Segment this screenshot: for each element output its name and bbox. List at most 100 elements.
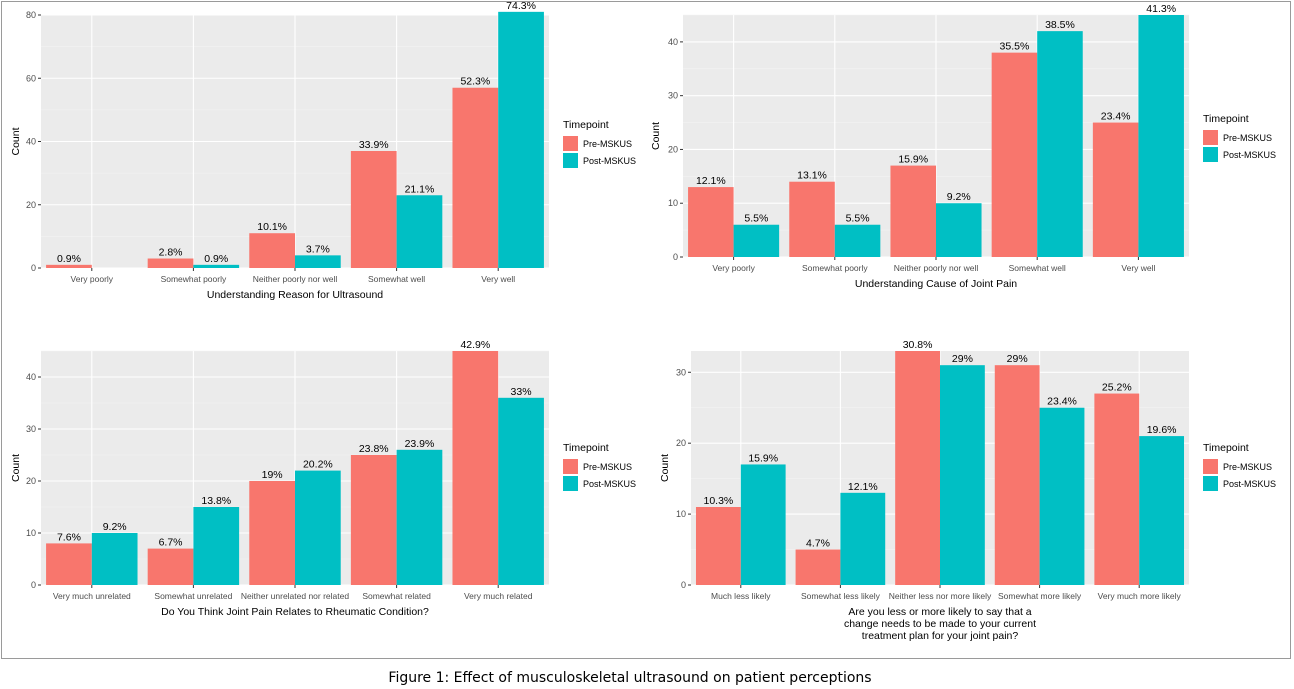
bar-post-5 <box>498 11 544 269</box>
legend: Timepoint Pre-MSKUS Post-MSKUS <box>563 119 636 168</box>
legend-key-post <box>1203 147 1218 162</box>
x-axis-title-line: change needs to be made to your current <box>844 618 1036 630</box>
data-label: 7.6% <box>57 531 81 543</box>
data-label: 5.5% <box>744 213 768 225</box>
data-label: 6.7% <box>159 537 183 549</box>
bar-post-5 <box>498 397 544 585</box>
data-label: 20.2% <box>303 459 333 471</box>
data-label: 5.5% <box>846 213 870 225</box>
bar-pre-1 <box>46 543 92 585</box>
legend-label: Post-MSKUS <box>583 479 636 489</box>
bar-post-3 <box>936 203 982 257</box>
legend-label: Pre-MSKUS <box>583 139 632 149</box>
y-tick-label: 30 <box>676 367 686 377</box>
data-label: 4.7% <box>806 538 830 550</box>
x-axis-title-line: Are you less or more likely to say that … <box>848 606 1031 618</box>
data-label: 12.1% <box>696 175 726 187</box>
data-label: 19% <box>262 469 283 481</box>
y-tick-label: 30 <box>668 91 678 101</box>
x-tick-label: Somewhat poorly <box>161 274 227 284</box>
y-tick-label: 0 <box>31 580 36 590</box>
legend-title: Timepoint <box>1203 442 1249 454</box>
x-tick-label: Somewhat poorly <box>802 263 868 273</box>
bar-pre-3 <box>249 481 295 585</box>
chart-panel-4: 0 10 20 30 Much less likely Somewhat less lik… <box>659 339 1276 642</box>
x-tick-label: Somewhat more likely <box>998 591 1082 601</box>
bar-pre-2 <box>789 181 835 257</box>
data-label: 21.1% <box>405 183 435 195</box>
legend-label: Pre-MSKUS <box>583 462 632 472</box>
data-label: 29% <box>1007 353 1028 365</box>
data-label: 23.4% <box>1101 111 1131 123</box>
legend-key-pre <box>1203 459 1218 474</box>
y-tick-label: 20 <box>26 476 36 486</box>
y-tick-label: 80 <box>26 10 36 20</box>
bar-pre-3 <box>249 233 295 268</box>
x-axis-title-line: Understanding Cause of Joint Pain <box>855 278 1017 290</box>
data-label: 35.5% <box>1000 41 1030 53</box>
data-label: 2.8% <box>159 247 183 259</box>
bar-post-5 <box>1138 15 1184 257</box>
y-axis-title: Count <box>659 454 671 482</box>
data-label: 74.3% <box>506 0 536 12</box>
x-tick-label: Somewhat related <box>362 591 431 601</box>
bar-pre-5 <box>452 87 499 268</box>
legend-key-pre <box>563 136 578 151</box>
x-tick-label: Very much unrelated <box>53 591 131 601</box>
data-label: 23.8% <box>359 443 389 455</box>
legend-title: Timepoint <box>563 119 609 131</box>
bar-pre-4 <box>350 150 397 268</box>
figure-caption: Figure 1: Effect of musculoskeletal ultr… <box>388 670 872 686</box>
data-label: 3.7% <box>306 243 330 255</box>
data-label: 23.4% <box>1047 396 1077 408</box>
data-label: 13.1% <box>797 170 827 182</box>
y-tick-label: 0 <box>31 263 36 273</box>
data-label: 42.9% <box>460 339 490 351</box>
y-tick-label: 10 <box>668 198 678 208</box>
data-label: 52.3% <box>460 76 490 88</box>
bar-pre-1 <box>688 187 734 257</box>
bar-pre-4 <box>991 52 1038 258</box>
chart-panel-2: 0 10 20 30 40 Very poorly Somewhat poorly Neith… <box>650 3 1276 290</box>
y-axis-title: Count <box>650 122 662 150</box>
data-label: 0.9% <box>57 253 81 265</box>
data-label: 10.1% <box>257 221 287 233</box>
y-tick-label: 30 <box>26 424 36 434</box>
y-tick-label: 40 <box>26 137 36 147</box>
y-tick-label: 20 <box>26 200 36 210</box>
legend-key-pre <box>563 459 578 474</box>
x-axis-title: Understanding Cause of Joint Pain <box>855 278 1017 290</box>
x-tick-label: Neither poorly nor well <box>253 274 338 284</box>
data-label: 41.3% <box>1146 3 1176 15</box>
x-tick-label: Very poorly <box>712 263 755 273</box>
legend: Timepoint Pre-MSKUS Post-MSKUS <box>1203 113 1276 162</box>
legend-label: Pre-MSKUS <box>1223 462 1272 472</box>
legend-label: Post-MSKUS <box>1223 479 1276 489</box>
legend: Timepoint Pre-MSKUS Post-MSKUS <box>1203 442 1276 491</box>
data-label: 9.2% <box>103 521 127 533</box>
x-tick-label: Somewhat unrelated <box>154 591 232 601</box>
bar-post-2 <box>840 492 886 585</box>
x-tick-label: Neither poorly nor well <box>894 263 979 273</box>
x-tick-label: Somewhat less likely <box>801 591 881 601</box>
bar-post-5 <box>1139 436 1185 585</box>
bar-pre-4 <box>350 455 397 585</box>
y-tick-label: 0 <box>681 580 686 590</box>
bar-post-3 <box>295 470 341 585</box>
data-label: 29% <box>952 353 973 365</box>
x-axis-title-line: Do You Think Joint Pain Relates to Rheum… <box>161 606 429 618</box>
bar-post-4 <box>396 195 443 268</box>
y-tick-label: 40 <box>26 372 36 382</box>
legend-label: Post-MSKUS <box>583 156 636 166</box>
y-tick-label: 20 <box>668 144 678 154</box>
x-tick-label: Neither less nor more likely <box>889 591 992 601</box>
bar-post-2 <box>834 224 881 257</box>
bar-pre-1 <box>46 264 92 268</box>
y-tick-label: 10 <box>676 509 686 519</box>
y-tick-label: 0 <box>673 252 678 262</box>
data-label: 25.2% <box>1102 382 1132 394</box>
x-axis-title-line: Understanding Reason for Ultrasound <box>207 289 383 301</box>
bar-pre-2 <box>147 548 194 585</box>
legend-title: Timepoint <box>563 442 609 454</box>
legend-key-post <box>1203 476 1218 491</box>
